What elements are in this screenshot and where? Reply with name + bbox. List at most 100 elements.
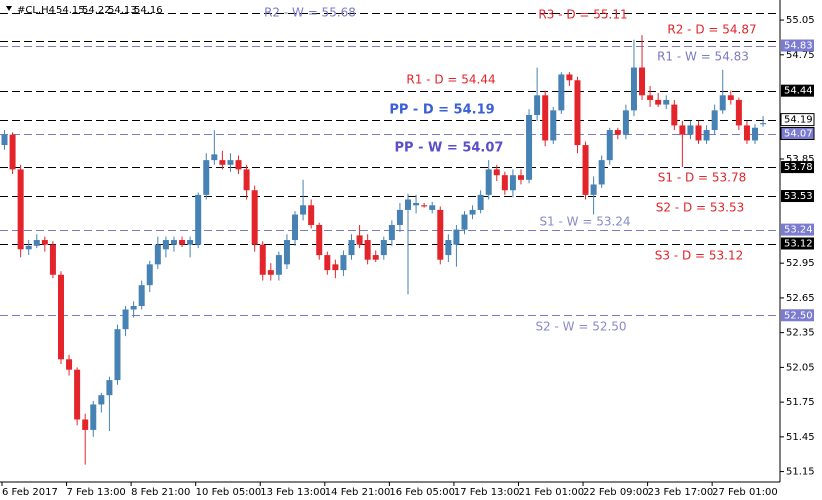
candle-body — [130, 306, 137, 310]
candle-body — [663, 99, 670, 105]
candle-body — [187, 240, 194, 245]
candle-body — [372, 255, 379, 260]
candle-body — [74, 369, 81, 420]
y-tick-label: 52.95 — [786, 258, 815, 269]
x-tick-label: 21 Feb 01:00 — [518, 487, 584, 498]
candle-body — [162, 240, 169, 250]
candle-body — [25, 245, 32, 250]
candle-body — [356, 235, 363, 245]
candle-body — [90, 404, 97, 430]
candle-body — [526, 114, 533, 180]
candle-body — [760, 123, 767, 125]
candle-body — [219, 160, 226, 165]
candle-body — [469, 209, 476, 215]
candle-body — [421, 205, 428, 207]
candle-body — [275, 255, 282, 275]
candle-body — [195, 194, 202, 245]
quote-value: 54.16 — [134, 5, 163, 16]
x-tick-label: 8 Feb 21:00 — [131, 487, 190, 498]
candle-body — [227, 160, 234, 165]
y-tick-label: 54.75 — [786, 50, 815, 61]
candle-body — [493, 169, 500, 176]
candle-body — [154, 244, 161, 265]
axis-tag — [780, 127, 815, 141]
candle-body — [364, 240, 371, 260]
y-tick-label: 52.35 — [786, 328, 815, 339]
candle-body — [283, 240, 290, 265]
level-annotation: S3 - D = 53.12 — [655, 249, 744, 263]
candle-body — [453, 229, 460, 245]
level-annotation: PP - D = 54.19 — [389, 103, 494, 118]
candle-body — [405, 199, 411, 210]
level-annotation: S1 - D = 53.78 — [658, 171, 747, 185]
candle-body — [614, 130, 621, 135]
level-annotation: S2 - D = 53.53 — [656, 201, 745, 215]
candle-body — [300, 205, 307, 215]
candle-body — [671, 104, 678, 126]
candle-body — [57, 274, 64, 360]
symbol: #CL,H4 — [17, 5, 55, 16]
y-tick-label: 53.85 — [786, 154, 815, 165]
candle-body — [211, 154, 218, 161]
y-tick-label: 51.45 — [786, 432, 815, 443]
y-tick-label: 52.65 — [786, 293, 815, 304]
candle-body — [622, 110, 629, 135]
candle-body — [711, 110, 718, 131]
candle-body — [461, 214, 468, 230]
candle-body — [501, 175, 508, 191]
axis-tag — [781, 237, 814, 250]
candle-body — [703, 130, 710, 141]
axis-tag-label: 53.12 — [784, 239, 813, 250]
axis-tag-label: 54.07 — [784, 129, 813, 140]
axis-tag-label: 52.50 — [784, 310, 813, 321]
symbol-icon — [6, 6, 12, 11]
candle-body — [33, 240, 40, 246]
candle-body — [292, 214, 299, 241]
candle-body — [639, 67, 646, 96]
candle-body — [485, 169, 492, 195]
axis-tag-label: 53.53 — [784, 191, 813, 202]
candle-body — [106, 380, 113, 396]
candle-body — [251, 190, 258, 245]
axis-tag — [781, 309, 814, 322]
candle-body — [647, 95, 654, 100]
candle-body — [170, 240, 177, 245]
x-tick-label: 16 Feb 05:00 — [389, 487, 455, 498]
candle-body — [340, 255, 347, 271]
candle-body — [243, 169, 250, 191]
candle-body — [308, 205, 315, 225]
candle-body — [49, 244, 56, 275]
level-annotation: R2 - W = 55.68 — [264, 6, 356, 20]
candle-body — [114, 329, 121, 381]
candle-body — [598, 160, 605, 185]
level-annotation: R2 - D = 54.87 — [667, 23, 756, 37]
x-tick-label: 22 Feb 09:00 — [583, 487, 649, 498]
candle-body — [695, 125, 702, 141]
candle-body — [235, 160, 242, 170]
candle-body — [66, 359, 73, 370]
level-annotation: S2 - W = 52.50 — [535, 320, 626, 334]
x-tick-label: 10 Feb 05:00 — [196, 487, 262, 498]
x-tick-label: 14 Feb 21:00 — [325, 487, 391, 498]
candle-body — [606, 130, 613, 161]
candle-body — [509, 175, 516, 191]
candle-body — [332, 264, 339, 271]
axis-tag — [781, 161, 814, 174]
candle-body — [380, 240, 387, 256]
candle-body — [542, 95, 549, 141]
axis-tag — [781, 39, 814, 52]
candle-body — [735, 99, 742, 126]
axis-tag-label: 53.24 — [784, 225, 813, 236]
candle-body — [574, 80, 581, 146]
candle-body — [146, 264, 153, 286]
candle-body — [558, 74, 565, 111]
level-annotation: R1 - D = 54.44 — [406, 73, 495, 87]
candle-body — [630, 67, 637, 111]
axis-tag-label: 54.19 — [784, 115, 813, 126]
candle-body — [687, 125, 694, 135]
axis-tag — [781, 190, 814, 203]
level-annotation: PP - W = 54.07 — [395, 141, 504, 156]
candle-body — [203, 160, 210, 195]
